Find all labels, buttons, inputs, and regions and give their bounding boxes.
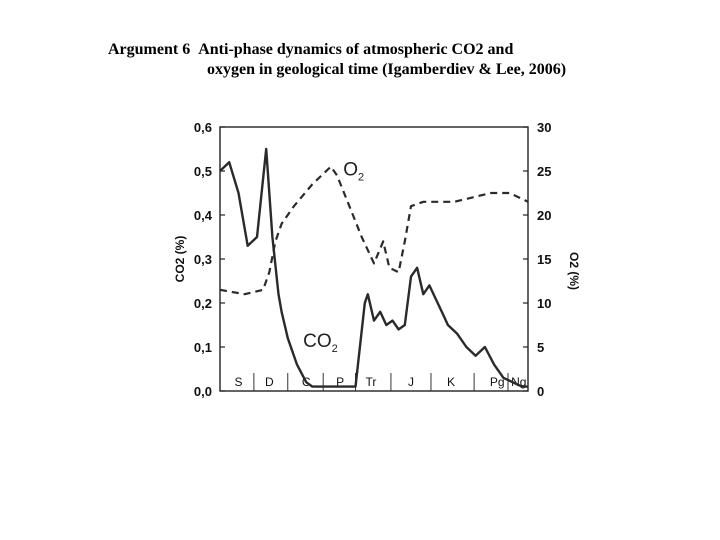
left-tick-label: 0,4 xyxy=(194,208,213,223)
caption-prefix: Argument 6 xyxy=(108,41,191,58)
right-tick-label: 25 xyxy=(537,164,551,179)
left-tick-label: 0,2 xyxy=(194,296,212,311)
co2-series-label: CO2 xyxy=(303,331,338,355)
period-label: P xyxy=(336,375,344,389)
right-axis-title: O2 (%) xyxy=(567,252,581,290)
right-tick-label: 0 xyxy=(537,384,544,399)
left-axis-title: CO2 (%) xyxy=(173,236,187,283)
left-tick-label: 0,0 xyxy=(194,384,212,399)
o2-series-line xyxy=(219,165,529,296)
right-tick-label: 20 xyxy=(537,208,551,223)
caption-title-line-1: Anti-phase dynamics of atmospheric CO2 a… xyxy=(198,41,514,58)
left-tick-label: 0,1 xyxy=(194,340,212,355)
period-label: Pg xyxy=(490,375,505,389)
figure-caption: Argument 6 Anti-phase dynamics of atmosp… xyxy=(108,40,668,80)
left-tick-label: 0,5 xyxy=(194,164,212,179)
right-tick-label: 10 xyxy=(537,296,551,311)
left-tick-label: 0,6 xyxy=(194,120,212,135)
right-tick-label: 30 xyxy=(537,120,551,135)
period-label: J xyxy=(408,375,414,389)
co2-series-line xyxy=(219,147,528,388)
caption-title-line-2: oxygen in geological time (Igamberdiev &… xyxy=(207,61,567,78)
period-label: D xyxy=(265,375,274,389)
period-label: K xyxy=(447,375,455,389)
o2-series-label: O2 xyxy=(343,159,364,183)
right-tick-label: 15 xyxy=(537,252,551,267)
period-label: S xyxy=(234,375,242,389)
caption-line-1: Argument 6 Anti-phase dynamics of atmosp… xyxy=(108,40,668,60)
period-label: Tr xyxy=(365,375,376,389)
left-tick-label: 0,3 xyxy=(194,252,212,267)
right-tick-label: 5 xyxy=(537,340,544,355)
